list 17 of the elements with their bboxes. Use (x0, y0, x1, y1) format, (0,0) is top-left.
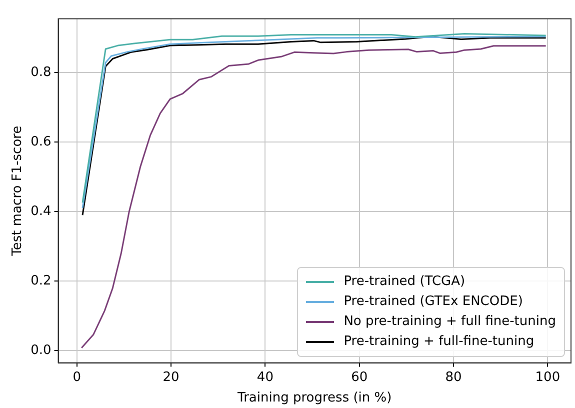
x-tick-label: 60 (351, 370, 368, 385)
x-axis-title: Training progress (in %) (236, 390, 392, 406)
y-axis-title: Test macro F1-score (10, 126, 26, 257)
x-tick-label: 20 (162, 370, 180, 385)
y-tick-label: 0.4 (30, 204, 52, 220)
y-tick-label: 0.0 (30, 343, 52, 358)
legend-label: No pre-training + full fine-tuning (344, 312, 556, 331)
x-tick-label: 80 (445, 370, 462, 385)
x-tick-label: 40 (256, 370, 274, 385)
y-tick-label: 0.6 (30, 134, 52, 150)
legend-label: Pre-trained (GTEx ENCODE) (344, 292, 523, 311)
x-tick-label: 0 (72, 370, 82, 385)
legend-label: Pre-training + full-fine-tuning (344, 332, 534, 351)
y-tick-label: 0.8 (30, 65, 52, 80)
y-tick-label: 0.2 (30, 274, 52, 289)
x-tick-label: 100 (535, 370, 560, 385)
legend-label: Pre-trained (TCGA) (344, 272, 466, 291)
